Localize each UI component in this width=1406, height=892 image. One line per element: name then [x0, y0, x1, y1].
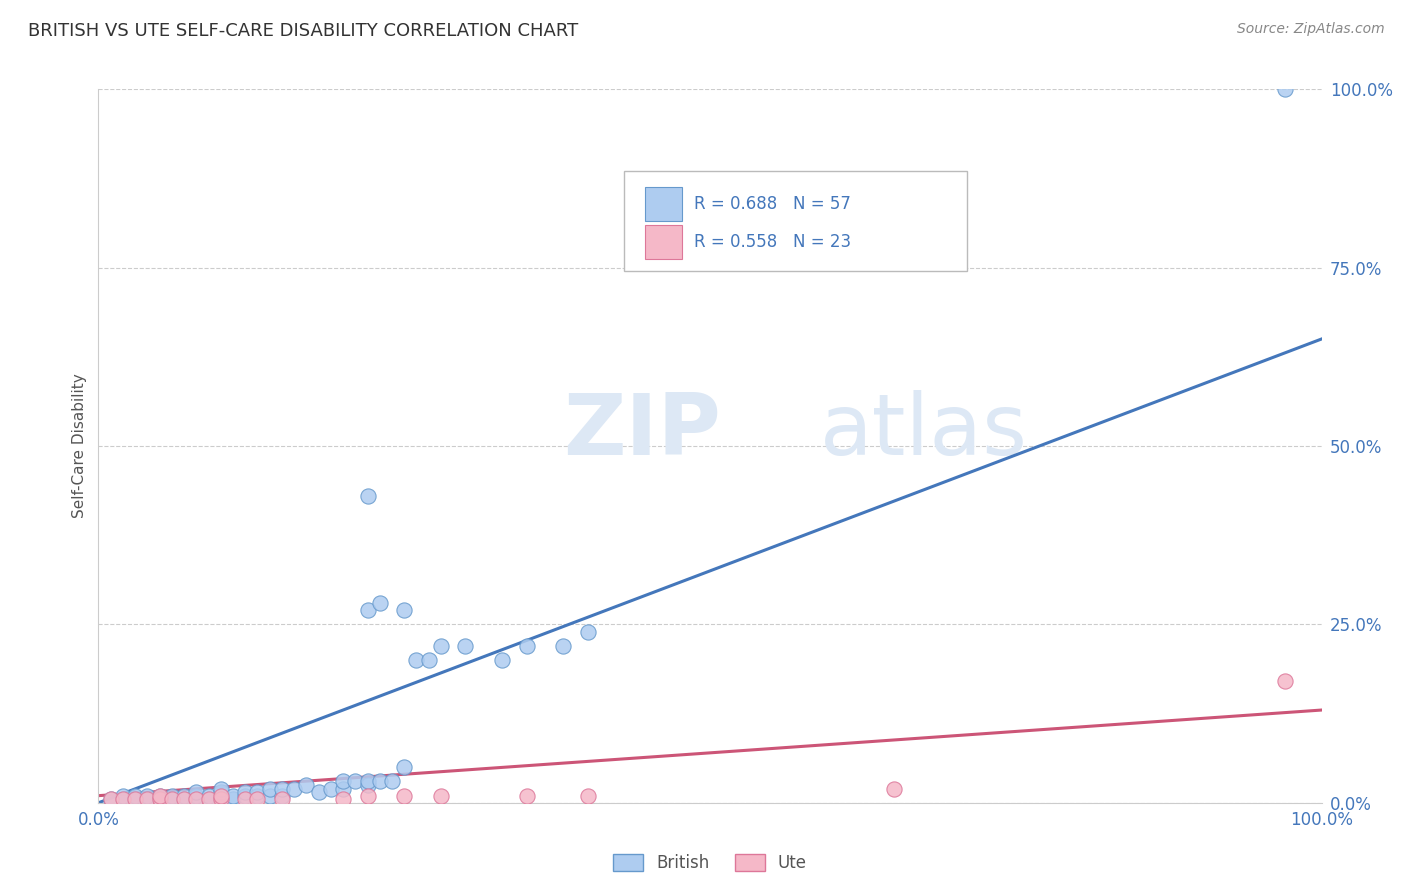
Point — [197, 792, 219, 806]
Point — [319, 781, 342, 796]
Bar — [645, 225, 682, 259]
Point — [160, 792, 183, 806]
Point — [344, 774, 367, 789]
Legend: British, Ute: British, Ute — [605, 846, 815, 880]
Point — [111, 789, 134, 803]
Text: R = 0.558   N = 23: R = 0.558 N = 23 — [695, 233, 851, 251]
Point — [1274, 674, 1296, 689]
Point — [368, 596, 391, 610]
Point — [270, 792, 294, 806]
Point — [222, 789, 245, 803]
Point — [149, 792, 172, 806]
Point — [136, 792, 159, 806]
Point — [332, 774, 354, 789]
Point — [418, 653, 440, 667]
Point — [392, 760, 416, 774]
Point — [392, 603, 416, 617]
Point — [124, 792, 146, 806]
Point — [515, 789, 537, 803]
Point — [270, 781, 294, 796]
Point — [381, 774, 404, 789]
Point — [356, 603, 378, 617]
Point — [283, 781, 305, 796]
Point — [173, 792, 195, 806]
Point — [356, 778, 378, 792]
Point — [454, 639, 477, 653]
Point — [1274, 82, 1296, 96]
Point — [259, 789, 281, 803]
Point — [124, 789, 146, 803]
Point — [246, 792, 269, 806]
Point — [233, 792, 256, 806]
Point — [124, 792, 146, 806]
Point — [883, 781, 905, 796]
Point — [209, 792, 232, 806]
Point — [209, 781, 232, 796]
Point — [186, 792, 208, 806]
Point — [136, 789, 159, 803]
Point — [392, 789, 416, 803]
Point — [209, 789, 232, 803]
Point — [100, 792, 122, 806]
Point — [553, 639, 575, 653]
Point — [576, 624, 599, 639]
Point — [430, 789, 453, 803]
Point — [173, 792, 195, 806]
Point — [270, 789, 294, 803]
Point — [233, 789, 256, 803]
Point — [209, 789, 232, 803]
Point — [576, 789, 599, 803]
Point — [295, 778, 318, 792]
Point — [233, 785, 256, 799]
Point — [136, 792, 159, 806]
Point — [246, 789, 269, 803]
Point — [197, 792, 219, 806]
Point — [173, 789, 195, 803]
Point — [186, 789, 208, 803]
Point — [186, 792, 208, 806]
Point — [111, 792, 134, 806]
Point — [160, 792, 183, 806]
Point — [430, 639, 453, 653]
Text: ZIP: ZIP — [564, 390, 721, 474]
Y-axis label: Self-Care Disability: Self-Care Disability — [72, 374, 87, 518]
Text: Source: ZipAtlas.com: Source: ZipAtlas.com — [1237, 22, 1385, 37]
Point — [308, 785, 330, 799]
Point — [356, 789, 378, 803]
Text: atlas: atlas — [820, 390, 1028, 474]
Point — [332, 792, 354, 806]
Point — [100, 792, 122, 806]
Point — [197, 789, 219, 803]
Point — [111, 792, 134, 806]
Point — [149, 792, 172, 806]
FancyBboxPatch shape — [624, 171, 967, 271]
Text: BRITISH VS UTE SELF-CARE DISABILITY CORRELATION CHART: BRITISH VS UTE SELF-CARE DISABILITY CORR… — [28, 22, 578, 40]
Point — [491, 653, 513, 667]
Point — [222, 792, 245, 806]
Point — [356, 489, 378, 503]
Point — [209, 792, 232, 806]
Point — [515, 639, 537, 653]
Point — [405, 653, 427, 667]
Bar — [645, 187, 682, 221]
Point — [209, 785, 232, 799]
Text: R = 0.688   N = 57: R = 0.688 N = 57 — [695, 195, 851, 213]
Point — [368, 774, 391, 789]
Point — [332, 781, 354, 796]
Point — [149, 789, 172, 803]
Point — [149, 789, 172, 803]
Point — [356, 774, 378, 789]
Point — [259, 781, 281, 796]
Point — [160, 789, 183, 803]
Point — [186, 785, 208, 799]
Point — [246, 785, 269, 799]
